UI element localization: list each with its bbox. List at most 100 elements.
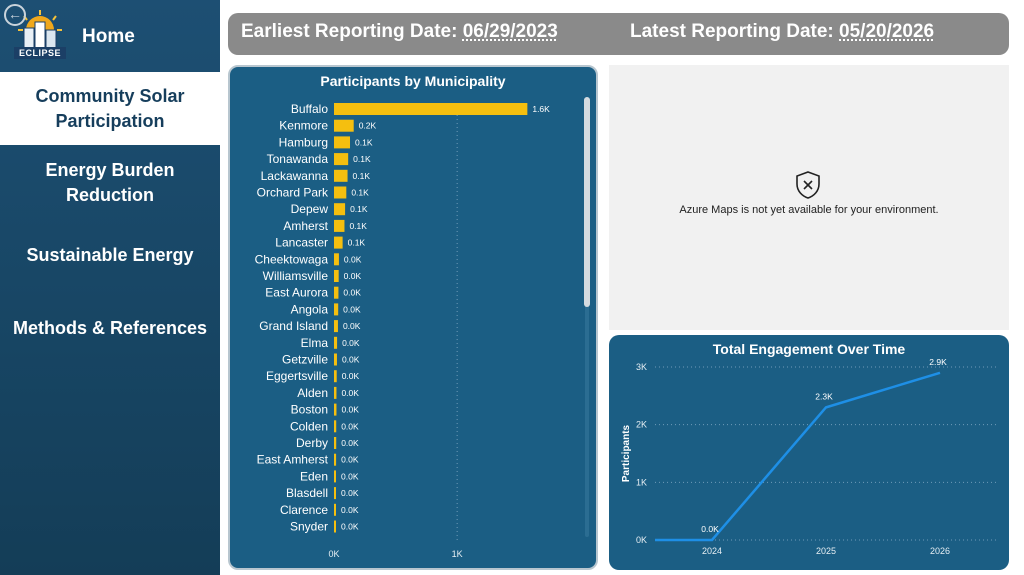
data-label: 0.1K bbox=[350, 204, 368, 214]
line-chart-title: Total Engagement Over Time bbox=[712, 341, 906, 357]
azure-map-placeholder: Azure Maps is not yet available for your… bbox=[609, 65, 1009, 330]
data-label: 0.1K bbox=[348, 238, 366, 248]
nav-item-label-line1: Methods & References bbox=[12, 318, 208, 338]
line-chart: 0K 1K 2K 3K 2024 2025 2026 Participants 0.0K 2.3K… bbox=[621, 357, 997, 556]
bar[interactable] bbox=[334, 437, 337, 449]
bar[interactable] bbox=[334, 203, 346, 216]
data-label: 0.0K bbox=[341, 388, 359, 398]
bar[interactable] bbox=[334, 386, 337, 399]
y-tick-label: 3K bbox=[636, 362, 647, 372]
bar[interactable] bbox=[334, 136, 351, 149]
category-label: Lackawanna bbox=[261, 169, 329, 183]
y-tick-label: 1K bbox=[636, 477, 647, 487]
bar[interactable] bbox=[334, 119, 354, 132]
data-label: 0.0K bbox=[344, 254, 362, 264]
bar[interactable] bbox=[334, 270, 339, 282]
category-label: Alden bbox=[297, 386, 328, 400]
y-tick-label: 0K bbox=[636, 535, 647, 545]
nav-item-label-line2: Reduction bbox=[66, 185, 154, 205]
x-tick-label: 1K bbox=[452, 549, 463, 559]
latest-date-value: 05/20/2026 bbox=[839, 21, 935, 42]
category-label: Buffalo bbox=[291, 102, 328, 116]
bar[interactable] bbox=[334, 219, 345, 232]
category-label: Hamburg bbox=[279, 135, 328, 149]
category-label: Derby bbox=[296, 436, 328, 450]
bar[interactable] bbox=[334, 370, 337, 383]
data-label: 0.0K bbox=[341, 405, 359, 415]
category-label: Blasdell bbox=[286, 486, 328, 500]
bar[interactable] bbox=[334, 520, 336, 533]
data-label: 0.0K bbox=[343, 304, 361, 314]
category-label: Depew bbox=[291, 202, 329, 216]
category-label: Eden bbox=[300, 469, 328, 483]
data-label: 0.0K bbox=[342, 371, 360, 381]
x-tick-label: 2026 bbox=[930, 546, 950, 556]
category-label: Colden bbox=[290, 419, 328, 433]
bar[interactable] bbox=[334, 253, 339, 266]
point-data-label: 2.3K bbox=[815, 391, 833, 401]
bar[interactable] bbox=[334, 503, 336, 516]
bar[interactable] bbox=[334, 186, 347, 199]
category-label: Cheektowaga bbox=[255, 252, 329, 266]
category-label: Kenmore bbox=[279, 119, 328, 133]
x-tick-label: 0K bbox=[328, 549, 339, 559]
category-label: Orchard Park bbox=[257, 186, 329, 200]
scroll-track bbox=[585, 97, 589, 537]
nav-item-label-line1: Sustainable Energy bbox=[26, 245, 194, 265]
nav-item-label-line2: Participation bbox=[55, 111, 165, 131]
category-label: Lancaster bbox=[275, 236, 328, 250]
bar[interactable] bbox=[334, 420, 337, 433]
scrollbar-thumb[interactable] bbox=[584, 97, 590, 307]
data-label: 0.0K bbox=[341, 455, 359, 465]
bar[interactable] bbox=[334, 453, 337, 466]
data-label: 0.0K bbox=[341, 505, 359, 515]
y-tick-label: 2K bbox=[636, 420, 647, 430]
category-label: Williamsville bbox=[263, 269, 329, 283]
bar[interactable] bbox=[334, 153, 349, 166]
data-label: 0.0K bbox=[342, 355, 360, 365]
bar[interactable] bbox=[334, 336, 338, 349]
category-label: East Aurora bbox=[265, 286, 328, 300]
nav-item-label-line1: Energy Burden bbox=[45, 160, 175, 180]
bar[interactable] bbox=[334, 403, 337, 416]
latest-date-label: Latest Reporting Date: bbox=[630, 21, 834, 42]
category-label: Elma bbox=[301, 336, 329, 350]
data-label: 0.0K bbox=[341, 471, 359, 481]
x-tick-label: 2025 bbox=[816, 546, 836, 556]
nav-energy-burden-reduction[interactable]: Energy Burden Reduction bbox=[0, 158, 220, 208]
shield-x-icon bbox=[796, 171, 820, 199]
data-label: 0.0K bbox=[341, 488, 359, 498]
nav-methods-references[interactable]: Methods & References bbox=[0, 316, 220, 341]
data-label: 0.0K bbox=[341, 522, 359, 532]
data-label: 0.1K bbox=[349, 221, 367, 231]
map-unavailable-message: Azure Maps is not yet available for your… bbox=[679, 204, 939, 216]
bar[interactable] bbox=[334, 470, 336, 483]
bar[interactable] bbox=[334, 286, 339, 299]
bar[interactable] bbox=[334, 487, 336, 500]
category-label: Angola bbox=[291, 302, 329, 316]
bar[interactable] bbox=[334, 320, 338, 333]
data-label: 0.0K bbox=[341, 421, 359, 431]
reporting-date-header: Earliest Reporting Date: 06/29/2023 Late… bbox=[228, 13, 1009, 55]
category-label: East Amherst bbox=[257, 453, 329, 467]
bar[interactable] bbox=[334, 103, 528, 115]
bar[interactable] bbox=[334, 169, 348, 182]
category-label: Grand Island bbox=[259, 319, 328, 333]
point-data-label: 2.9K bbox=[929, 357, 947, 367]
nav-community-solar-participation[interactable]: Community Solar Participation bbox=[0, 72, 220, 145]
nav-sustainable-energy[interactable]: Sustainable Energy bbox=[0, 243, 220, 268]
category-label: Getzville bbox=[282, 353, 328, 367]
nav-home[interactable]: Home bbox=[82, 26, 135, 47]
category-label: Boston bbox=[291, 403, 328, 417]
data-label: 0.0K bbox=[343, 321, 361, 331]
category-label: Amherst bbox=[283, 219, 328, 233]
participants-by-municipality-card: 0K 1K Buffalo 1.6K Kenmore 0.2K Hamburg 0.1K Ton… bbox=[228, 65, 598, 570]
bar[interactable] bbox=[334, 236, 343, 249]
engagement-line[interactable] bbox=[655, 371, 941, 542]
bar[interactable] bbox=[334, 353, 337, 366]
data-label: 0.1K bbox=[355, 137, 373, 147]
bar[interactable] bbox=[334, 303, 339, 316]
back-arrow-icon[interactable]: ← bbox=[4, 4, 26, 26]
category-label: Snyder bbox=[290, 520, 328, 534]
